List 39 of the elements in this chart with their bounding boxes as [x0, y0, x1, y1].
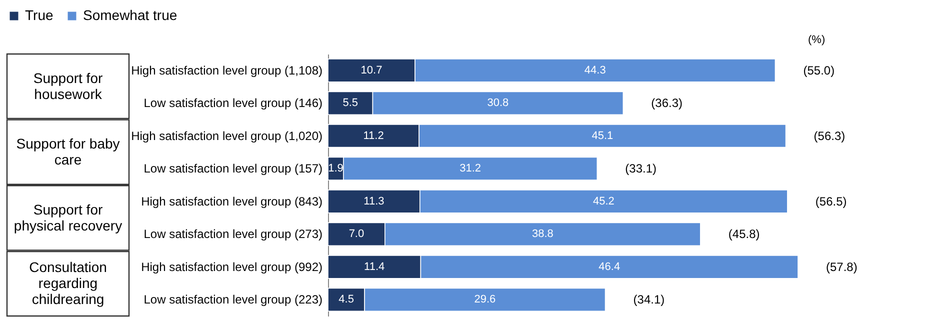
total-label: (33.1)	[625, 162, 657, 176]
data-label: 11.4	[364, 260, 385, 273]
total-label: (45.8)	[728, 227, 760, 242]
text: (%)	[808, 34, 826, 46]
data-label: 46.4	[598, 260, 620, 273]
text: Consultation regarding childrearing	[29, 259, 107, 308]
legend-label: Somewhat true	[83, 7, 178, 23]
data-label: 10.7	[360, 64, 382, 76]
total-label: (34.1)	[633, 292, 665, 307]
total-label: (56.3)	[814, 128, 846, 143]
data-label: 1.9	[328, 162, 344, 175]
data-label: 11.3	[364, 195, 384, 208]
data-label: 45.1	[592, 130, 614, 142]
data-label: 44.3	[584, 64, 606, 76]
data-label: 30.8	[487, 97, 509, 110]
total-label: (56.5)	[815, 194, 847, 208]
data-label: 5.5	[342, 97, 358, 110]
data-label: 7.0	[348, 228, 364, 240]
legend-label: True	[25, 7, 54, 23]
text: Support for physical recovery	[14, 201, 122, 234]
data-label: 4.5	[338, 294, 354, 306]
data-label: 31.2	[460, 162, 482, 175]
data-label: 29.6	[474, 294, 496, 306]
y-tick-label: Low satisfaction level group (157)	[144, 162, 322, 176]
data-label: 38.8	[532, 228, 554, 240]
text: Support for baby care	[16, 136, 120, 168]
total-label: (55.0)	[803, 63, 835, 78]
data-label: 11.2	[363, 130, 384, 142]
y-tick-label: Low satisfaction level group (146)	[144, 96, 322, 110]
y-tick-label: High satisfaction level group (992)	[141, 260, 322, 274]
total-label: (57.8)	[826, 260, 858, 274]
y-tick-label: High satisfaction level group (1,108)	[131, 63, 323, 78]
text: Support for housework	[33, 70, 103, 102]
total-label: (36.3)	[651, 96, 683, 110]
y-tick-label: Low satisfaction level group (223)	[144, 292, 322, 307]
data-label: 45.2	[592, 195, 614, 208]
y-tick-label: High satisfaction level group (843)	[141, 194, 322, 208]
y-tick-label: Low satisfaction level group (273)	[144, 227, 322, 242]
y-tick-label: High satisfaction level group (1,020)	[131, 128, 323, 143]
